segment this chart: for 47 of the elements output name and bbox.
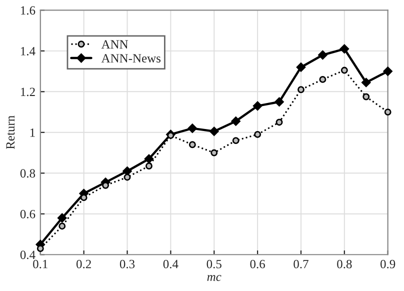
- point: [144, 154, 154, 164]
- point: [340, 66, 348, 74]
- x-tick-label: 0.1: [33, 260, 48, 268]
- point: [318, 50, 328, 60]
- point: [57, 213, 67, 223]
- y-tick-label: 0.8: [20, 169, 36, 178]
- point: [274, 97, 284, 106]
- point: [340, 44, 350, 54]
- x-tick-label: 0.8: [337, 260, 352, 268]
- point: [188, 141, 196, 148]
- point: [362, 78, 371, 88]
- point: [276, 118, 283, 126]
- point: [296, 62, 306, 72]
- point: [231, 116, 240, 126]
- y-tick-label: 1.2: [21, 88, 35, 96]
- x-tick-label: 0.4: [163, 260, 178, 268]
- x-axis-title: mc: [207, 274, 222, 282]
- x-tick-label: 0.6: [250, 260, 265, 268]
- point: [209, 126, 219, 136]
- point: [124, 174, 131, 181]
- x-tick-label: 0.3: [120, 260, 135, 268]
- point: [362, 93, 370, 100]
- point: [146, 162, 152, 170]
- point: [254, 130, 262, 138]
- point: [232, 137, 240, 144]
- point: [298, 86, 304, 94]
- x-tick-label: 0.9: [380, 260, 396, 268]
- point: [36, 245, 44, 252]
- point: [252, 101, 262, 111]
- x-tick-label: 0.2: [76, 260, 91, 268]
- legend-label: ANN-News: [101, 54, 161, 63]
- point: [210, 149, 218, 156]
- y-tick-label: 0.4: [20, 250, 36, 260]
- y-tick-label: 1.4: [21, 47, 36, 56]
- point: [58, 222, 66, 230]
- point: [319, 76, 326, 83]
- y-tick-label: 1.6: [21, 6, 36, 15]
- point: [122, 166, 132, 176]
- y-tick-label: 0.6: [20, 210, 36, 218]
- y-tick-label: 1: [30, 128, 35, 137]
- point: [383, 66, 392, 76]
- y-axis-title: Return: [6, 116, 15, 150]
- x-tick-label: 0.7: [294, 260, 308, 268]
- point: [188, 124, 198, 133]
- legend-label: ANN: [101, 40, 128, 48]
- point: [384, 108, 392, 116]
- x-tick-label: 0.5: [206, 260, 222, 268]
